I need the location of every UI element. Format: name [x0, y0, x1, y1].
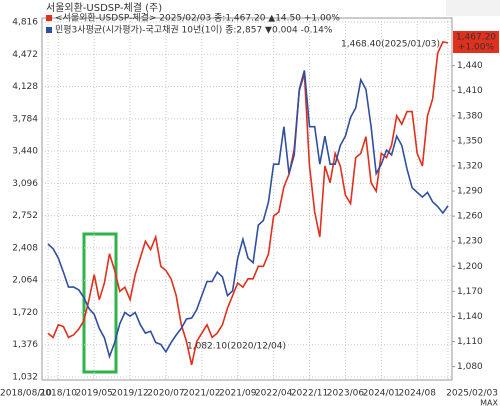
x-tick-label: 2021/02	[183, 389, 220, 399]
y2-tick-label: 1,200	[457, 262, 483, 272]
x-tick-label: 2019/12	[111, 389, 148, 399]
y2-tick-label: 1,290	[457, 187, 483, 197]
y-tick-label: 3,784	[12, 114, 38, 124]
x-tick-label: 2022/11	[291, 389, 328, 399]
legend-entry: <서울외환-USDSP-체결> 2025/02/03 종:1,467.20 ▲1…	[55, 12, 340, 24]
x-tick-label: 2021/09	[219, 389, 257, 399]
y2-tick-label: 1,080	[457, 362, 483, 372]
corner-label: MAX	[480, 399, 498, 406]
y2-tick-label: 1,260	[457, 212, 483, 222]
y-tick-label: 2,752	[12, 211, 38, 221]
y-tick-label: 4,816	[12, 18, 38, 28]
x-tick-label: 2022/04	[255, 389, 293, 399]
x-tick-label: 2024/08	[399, 389, 437, 399]
y-tick-label: 1,720	[12, 308, 38, 318]
highlight-box	[82, 232, 118, 374]
series-line	[47, 70, 449, 360]
y-tick-label: 3,440	[12, 147, 38, 157]
plot-area	[41, 17, 453, 381]
y-tick-label: 1,032	[12, 372, 38, 382]
x-tick-label: 2020/07	[147, 389, 184, 399]
y-tick-label: 4,472	[12, 50, 38, 60]
y2-tick-label: 1,140	[457, 312, 483, 322]
annotation: 1,082.10(2020/12/04)	[187, 342, 286, 352]
annotation: 1,468.40(2025/01/03)	[341, 40, 440, 50]
y2-tick-label: 1,170	[457, 287, 483, 297]
x-tick-label: 2024/01	[363, 389, 400, 399]
series-line	[47, 40, 449, 366]
y-tick-label: 3,096	[12, 179, 38, 189]
last-badge	[453, 31, 499, 53]
x-tick-label: 2025/02/03	[446, 389, 498, 399]
x-tick-label: 2018/10	[40, 389, 78, 399]
y2-tick-label: 1,320	[457, 161, 483, 171]
right-header	[446, 0, 500, 16]
y-tick-label: 4,128	[12, 82, 38, 92]
last-badge-change: +1.00%	[458, 43, 495, 53]
y-tick-label: 1,376	[12, 340, 38, 350]
x-tick-label: 2023/06	[327, 389, 365, 399]
y-tick-label: 2,064	[12, 276, 38, 286]
y2-tick-label: 1,230	[457, 237, 483, 247]
y2-tick-label: 1,440	[457, 61, 483, 71]
x-tick-label: 2019/05	[75, 389, 112, 399]
y2-tick-label: 1,380	[457, 111, 483, 121]
legend-swatch	[46, 27, 52, 33]
y2-tick-label: 1,110	[457, 337, 483, 347]
x-tick-label: 2018/08/10	[0, 389, 52, 399]
chart-title: 서울외환-USDSP-체결 (주)	[46, 2, 162, 14]
legend-swatch	[46, 15, 52, 21]
y2-tick-label: 1,410	[457, 86, 483, 96]
y-tick-label: 2,408	[12, 243, 38, 253]
y2-tick-label: 1,350	[457, 136, 483, 146]
last-badge-value: 1,467.20	[456, 33, 496, 43]
legend-entry: 민평3사평균(시가평가)-국고채권 10년(1이) 종:2,857 ▼0.004…	[55, 24, 333, 36]
